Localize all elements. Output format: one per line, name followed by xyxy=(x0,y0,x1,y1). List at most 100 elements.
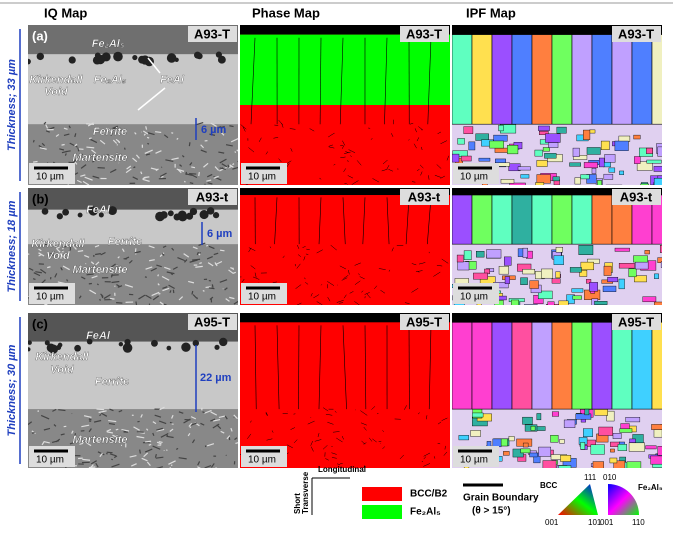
annotation: Fe₂Al₅ xyxy=(92,38,125,50)
void xyxy=(167,210,174,217)
texture xyxy=(82,180,90,185)
unindexed xyxy=(452,313,662,323)
grain-boundary xyxy=(411,288,419,293)
grain-boundary xyxy=(295,284,302,289)
grain xyxy=(460,155,472,162)
texture xyxy=(210,463,215,468)
void xyxy=(212,212,220,219)
texture xyxy=(209,296,214,300)
texture xyxy=(38,253,43,257)
grain xyxy=(589,282,598,292)
texture xyxy=(60,267,63,271)
grain xyxy=(559,439,565,444)
texture xyxy=(111,463,120,468)
panels: A93-T 10 µm (a) A93-T 10 µm A93-T 10 µm Thickne… xyxy=(6,25,662,468)
void xyxy=(28,340,32,345)
grain-boundary xyxy=(423,452,431,457)
annotation: Kirkendall xyxy=(31,238,85,250)
texture xyxy=(143,452,149,458)
grain-boundary xyxy=(302,246,306,248)
grain xyxy=(580,261,594,271)
grain xyxy=(456,254,464,263)
texture xyxy=(200,422,205,426)
texture xyxy=(117,140,121,144)
grain-boundary xyxy=(382,159,388,165)
micrograph: A95-T 10 µm xyxy=(240,313,450,468)
grain xyxy=(604,154,616,163)
grain xyxy=(522,442,529,448)
texture xyxy=(227,164,230,168)
grain xyxy=(619,170,625,175)
grain-boundary xyxy=(347,175,354,179)
annotation: Martensite xyxy=(72,434,127,446)
grain xyxy=(598,426,613,436)
texture xyxy=(99,298,101,301)
grain xyxy=(586,147,601,155)
texture xyxy=(234,151,237,154)
texture xyxy=(97,451,105,456)
grain-boundary xyxy=(381,169,388,172)
texture xyxy=(207,182,213,185)
grain xyxy=(458,435,469,441)
void xyxy=(206,207,215,215)
unindexed xyxy=(240,313,450,323)
grain-boundary xyxy=(363,442,367,445)
texture xyxy=(224,415,228,420)
texture xyxy=(82,458,91,461)
micrograph: A93-t 10 µm xyxy=(452,188,662,305)
micrograph-content xyxy=(240,25,450,185)
texture xyxy=(53,424,57,427)
grain xyxy=(522,269,536,275)
grain-boundary xyxy=(337,463,341,465)
grain xyxy=(644,250,650,255)
texture xyxy=(198,253,201,256)
texture xyxy=(90,460,97,465)
void xyxy=(107,206,117,216)
grain xyxy=(617,444,627,451)
texture xyxy=(178,411,184,414)
texture xyxy=(189,426,192,429)
texture xyxy=(159,252,165,257)
grain-boundary xyxy=(404,405,407,410)
void xyxy=(28,347,31,352)
texture xyxy=(232,271,236,274)
grain-boundary xyxy=(354,262,361,266)
texture xyxy=(121,248,125,252)
grain xyxy=(575,413,592,420)
grain xyxy=(602,285,617,292)
texture xyxy=(170,464,173,467)
texture xyxy=(95,253,101,256)
grain-boundary xyxy=(363,465,366,468)
texture xyxy=(69,142,78,148)
texture xyxy=(199,262,202,265)
void xyxy=(140,55,150,65)
grain-boundary xyxy=(240,124,247,130)
grain-boundary xyxy=(269,246,272,249)
texture xyxy=(77,250,84,253)
texture xyxy=(133,426,140,431)
texture xyxy=(152,445,161,450)
column-header: IQ Map xyxy=(44,5,87,20)
texture xyxy=(152,295,160,301)
grain xyxy=(657,146,662,157)
grain xyxy=(542,147,550,152)
texture xyxy=(62,265,70,271)
grain xyxy=(572,155,588,160)
grain-boundary xyxy=(356,160,362,166)
texture xyxy=(146,428,149,431)
micrograph: A93-T 10 µm xyxy=(452,25,662,185)
grain xyxy=(646,147,653,154)
ipf-label: 010 xyxy=(603,473,617,482)
void xyxy=(219,337,228,347)
texture xyxy=(232,163,235,166)
grain xyxy=(569,162,581,167)
texture xyxy=(214,166,220,171)
grain-boundary xyxy=(421,129,423,131)
texture xyxy=(86,146,95,149)
grain xyxy=(556,126,567,134)
texture xyxy=(178,457,187,460)
grain xyxy=(520,448,531,454)
grain xyxy=(471,194,493,245)
annotation: Kirkendall xyxy=(29,74,83,86)
texture xyxy=(176,168,185,172)
